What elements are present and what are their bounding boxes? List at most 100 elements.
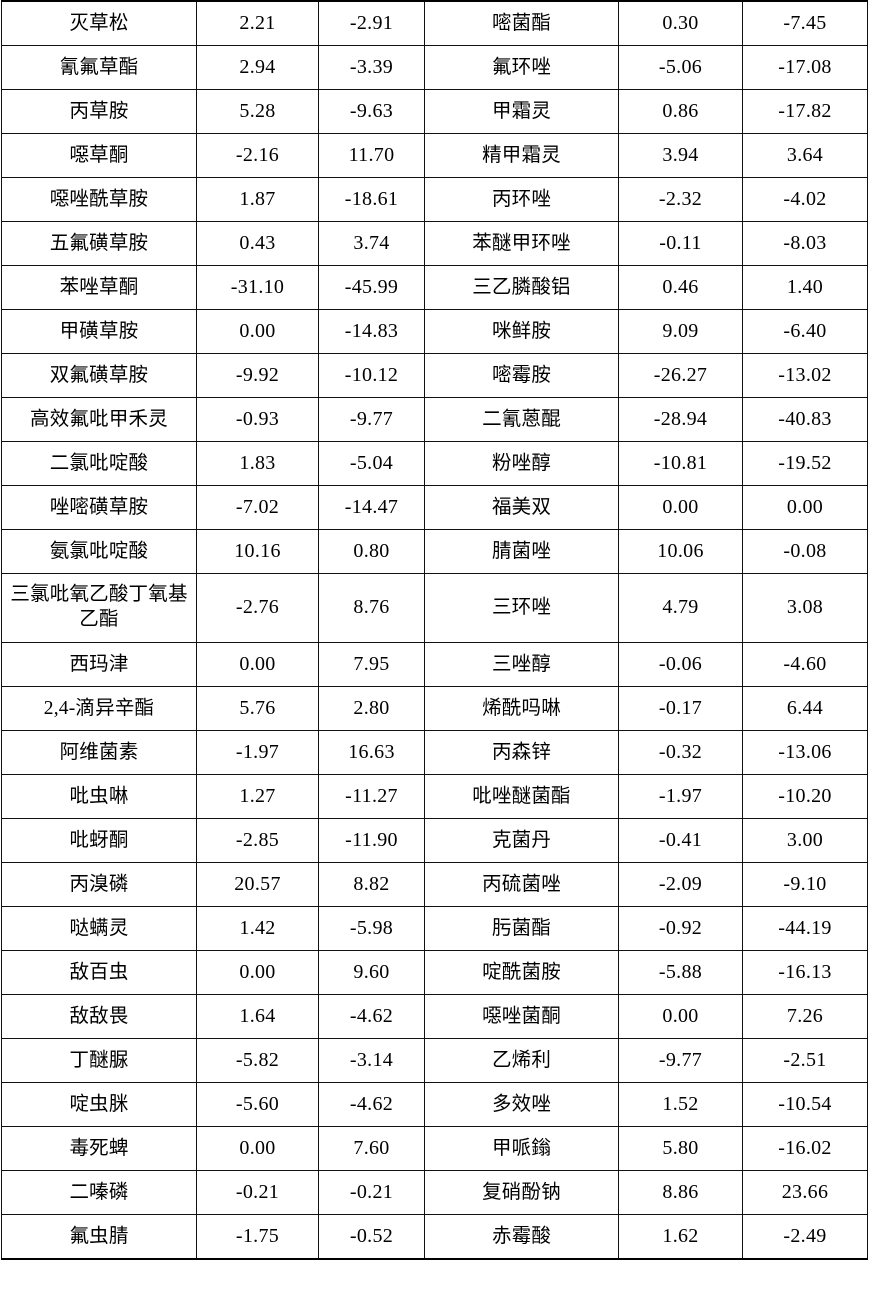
- value-right-1: -26.27: [618, 353, 743, 398]
- value-right-1: -2.32: [618, 177, 743, 222]
- value-left-1: 1.87: [196, 177, 319, 222]
- compound-name-left: 二嗪磷: [1, 1170, 197, 1215]
- compound-name-right: 吡唑醚菌酯: [424, 774, 619, 819]
- value-right-2: -17.08: [742, 45, 868, 90]
- compound-name-right: 乙烯利: [424, 1038, 619, 1083]
- value-left-1: 2.21: [196, 1, 319, 46]
- compound-name-right: 三环唑: [424, 573, 619, 643]
- value-right-1: 8.86: [618, 1170, 743, 1215]
- value-right-1: -0.92: [618, 906, 743, 951]
- value-left-2: 16.63: [318, 730, 425, 775]
- compound-name-right: 三乙膦酸铝: [424, 265, 619, 310]
- value-right-1: 0.46: [618, 265, 743, 310]
- value-right-2: -10.54: [742, 1082, 868, 1127]
- value-right-2: 23.66: [742, 1170, 868, 1215]
- table-row: 二氯吡啶酸 1.83 -5.04 粉唑醇 -10.81 -19.52: [1, 441, 868, 486]
- value-right-1: -10.81: [618, 441, 743, 486]
- table-row: 氰氟草酯 2.94 -3.39 氟环唑 -5.06 -17.08: [1, 45, 868, 90]
- value-left-2: -18.61: [318, 177, 425, 222]
- compound-name-left: 丙溴磷: [1, 862, 197, 907]
- value-left-2: 2.80: [318, 686, 425, 731]
- value-left-2: 11.70: [318, 133, 425, 178]
- value-left-2: -2.91: [318, 1, 425, 46]
- compound-name-left: 丙草胺: [1, 89, 197, 134]
- table-row: 2,4-滴异辛酯 5.76 2.80 烯酰吗啉 -0.17 6.44: [1, 686, 868, 731]
- value-right-1: 0.00: [618, 485, 743, 530]
- table-row: 吡虫啉 1.27 -11.27 吡唑醚菌酯 -1.97 -10.20: [1, 774, 868, 819]
- value-left-2: -0.21: [318, 1170, 425, 1215]
- compound-name-right: 啶酰菌胺: [424, 950, 619, 995]
- table-row: 甲磺草胺 0.00 -14.83 咪鲜胺 9.09 -6.40: [1, 309, 868, 354]
- value-right-2: 1.40: [742, 265, 868, 310]
- value-right-1: 4.79: [618, 573, 743, 643]
- table-row: 噁草酮 -2.16 11.70 精甲霜灵 3.94 3.64: [1, 133, 868, 178]
- value-left-2: -0.52: [318, 1214, 425, 1259]
- compound-name-right: 精甲霜灵: [424, 133, 619, 178]
- value-right-2: 3.64: [742, 133, 868, 178]
- value-left-1: -9.92: [196, 353, 319, 398]
- value-right-1: 9.09: [618, 309, 743, 354]
- value-left-1: 20.57: [196, 862, 319, 907]
- value-left-2: -5.04: [318, 441, 425, 486]
- value-left-1: 1.42: [196, 906, 319, 951]
- value-right-2: -44.19: [742, 906, 868, 951]
- value-left-2: -14.83: [318, 309, 425, 354]
- value-left-2: -4.62: [318, 994, 425, 1039]
- value-right-2: 7.26: [742, 994, 868, 1039]
- value-left-1: 5.28: [196, 89, 319, 134]
- value-left-2: -14.47: [318, 485, 425, 530]
- value-left-2: 7.60: [318, 1126, 425, 1171]
- compound-name-left: 氨氯吡啶酸: [1, 529, 197, 574]
- value-left-2: -9.63: [318, 89, 425, 134]
- value-right-2: -17.82: [742, 89, 868, 134]
- compound-name-left: 噁唑酰草胺: [1, 177, 197, 222]
- table-row: 五氟磺草胺 0.43 3.74 苯醚甲环唑 -0.11 -8.03: [1, 221, 868, 266]
- table-row: 丁醚脲 -5.82 -3.14 乙烯利 -9.77 -2.51: [1, 1038, 868, 1083]
- value-left-1: 0.00: [196, 1126, 319, 1171]
- value-right-1: 0.30: [618, 1, 743, 46]
- value-left-2: -10.12: [318, 353, 425, 398]
- table-row: 灭草松 2.21 -2.91 嘧菌酯 0.30 -7.45: [1, 1, 868, 46]
- compound-name-left: 甲磺草胺: [1, 309, 197, 354]
- compound-name-right: 嘧霉胺: [424, 353, 619, 398]
- value-right-2: -2.49: [742, 1214, 868, 1259]
- table-row: 双氟磺草胺 -9.92 -10.12 嘧霉胺 -26.27 -13.02: [1, 353, 868, 398]
- compound-name-right: 嘧菌酯: [424, 1, 619, 46]
- value-right-2: 6.44: [742, 686, 868, 731]
- compound-name-right: 烯酰吗啉: [424, 686, 619, 731]
- value-right-2: -6.40: [742, 309, 868, 354]
- table-row: 苯唑草酮 -31.10 -45.99 三乙膦酸铝 0.46 1.40: [1, 265, 868, 310]
- table-row: 啶虫脒 -5.60 -4.62 多效唑 1.52 -10.54: [1, 1082, 868, 1127]
- compound-name-right: 丙森锌: [424, 730, 619, 775]
- table-row: 噁唑酰草胺 1.87 -18.61 丙环唑 -2.32 -4.02: [1, 177, 868, 222]
- value-left-2: -5.98: [318, 906, 425, 951]
- compound-name-left: 苯唑草酮: [1, 265, 197, 310]
- value-left-2: 8.76: [318, 573, 425, 643]
- value-right-1: 10.06: [618, 529, 743, 574]
- compound-name-right: 氟环唑: [424, 45, 619, 90]
- table-row: 氟虫腈 -1.75 -0.52 赤霉酸 1.62 -2.49: [1, 1214, 868, 1259]
- compound-name-left: 噁草酮: [1, 133, 197, 178]
- value-right-1: 5.80: [618, 1126, 743, 1171]
- value-left-2: 9.60: [318, 950, 425, 995]
- compound-name-left: 啶虫脒: [1, 1082, 197, 1127]
- value-right-2: -16.02: [742, 1126, 868, 1171]
- value-left-1: -0.93: [196, 397, 319, 442]
- value-right-2: -8.03: [742, 221, 868, 266]
- value-right-1: -0.06: [618, 642, 743, 687]
- compound-name-left: 灭草松: [1, 1, 197, 46]
- compound-name-right: 克菌丹: [424, 818, 619, 863]
- table-row: 氨氯吡啶酸 10.16 0.80 腈菌唑 10.06 -0.08: [1, 529, 868, 574]
- compound-name-left: 氟虫腈: [1, 1214, 197, 1259]
- compound-name-right: 咪鲜胺: [424, 309, 619, 354]
- value-left-1: -7.02: [196, 485, 319, 530]
- table-row: 西玛津 0.00 7.95 三唑醇 -0.06 -4.60: [1, 642, 868, 687]
- value-right-2: 0.00: [742, 485, 868, 530]
- table-row: 吡蚜酮 -2.85 -11.90 克菌丹 -0.41 3.00: [1, 818, 868, 863]
- value-right-1: 0.86: [618, 89, 743, 134]
- table-body: 灭草松 2.21 -2.91 嘧菌酯 0.30 -7.45 氰氟草酯 2.94 -3.39 氟环唑…: [1, 1, 868, 1259]
- table-row: 丙草胺 5.28 -9.63 甲霜灵 0.86 -17.82: [1, 89, 868, 134]
- value-left-1: -2.85: [196, 818, 319, 863]
- value-right-2: -0.08: [742, 529, 868, 574]
- compound-name-right: 多效唑: [424, 1082, 619, 1127]
